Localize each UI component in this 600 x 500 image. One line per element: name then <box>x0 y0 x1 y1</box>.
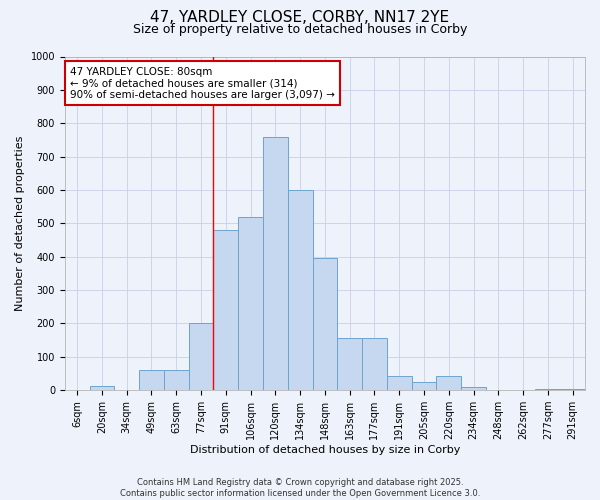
Bar <box>288 190 313 390</box>
Bar <box>164 370 188 390</box>
Bar <box>313 258 337 390</box>
Bar <box>362 338 387 390</box>
Bar <box>263 136 288 390</box>
Bar <box>337 338 362 390</box>
Bar <box>214 230 238 390</box>
Bar <box>412 382 436 390</box>
Bar <box>139 370 164 390</box>
Bar <box>387 376 412 390</box>
Text: 47 YARDLEY CLOSE: 80sqm
← 9% of detached houses are smaller (314)
90% of semi-de: 47 YARDLEY CLOSE: 80sqm ← 9% of detached… <box>70 66 335 100</box>
Bar <box>188 324 214 390</box>
Y-axis label: Number of detached properties: Number of detached properties <box>15 136 25 311</box>
Text: Contains HM Land Registry data © Crown copyright and database right 2025.
Contai: Contains HM Land Registry data © Crown c… <box>120 478 480 498</box>
Bar <box>436 376 461 390</box>
Bar <box>461 387 486 390</box>
Bar <box>535 388 560 390</box>
Text: Size of property relative to detached houses in Corby: Size of property relative to detached ho… <box>133 22 467 36</box>
Bar <box>560 388 585 390</box>
Text: 47, YARDLEY CLOSE, CORBY, NN17 2YE: 47, YARDLEY CLOSE, CORBY, NN17 2YE <box>151 10 449 25</box>
X-axis label: Distribution of detached houses by size in Corby: Distribution of detached houses by size … <box>190 445 460 455</box>
Bar <box>89 386 115 390</box>
Bar <box>238 216 263 390</box>
